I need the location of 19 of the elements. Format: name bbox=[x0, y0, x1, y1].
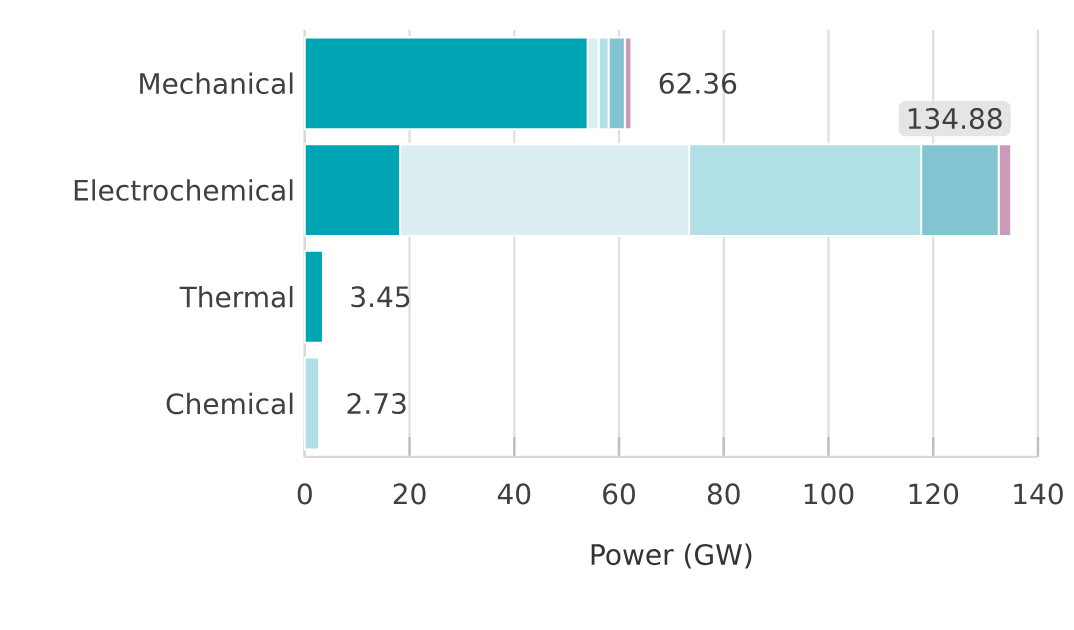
x-tick-label: 60 bbox=[603, 483, 635, 505]
x-tick-label: 100 bbox=[804, 483, 854, 505]
y-tick-label: Thermal bbox=[179, 285, 293, 308]
y-tick-label: Mechanical bbox=[140, 72, 293, 95]
bar bbox=[303, 356, 321, 451]
x-tick-label: 80 bbox=[707, 483, 740, 505]
x-tick-label: 40 bbox=[497, 483, 531, 505]
total-label: 3.45 bbox=[351, 286, 410, 308]
x-tick-label: 20 bbox=[393, 483, 426, 505]
total-label: 2.73 bbox=[347, 392, 406, 415]
total-label: 62.36 bbox=[659, 72, 737, 94]
x-tick-label: 120 bbox=[909, 483, 959, 505]
x-axis-title: Power (GW) bbox=[591, 543, 752, 569]
x-tick-label: 140 bbox=[1014, 483, 1063, 505]
total-label: 134.88 bbox=[908, 107, 1002, 130]
y-tick-label: Electrochemical bbox=[74, 179, 293, 201]
bar bbox=[303, 249, 324, 344]
x-tick-label: 0 bbox=[297, 483, 312, 505]
y-tick-label: Chemical bbox=[166, 392, 293, 415]
